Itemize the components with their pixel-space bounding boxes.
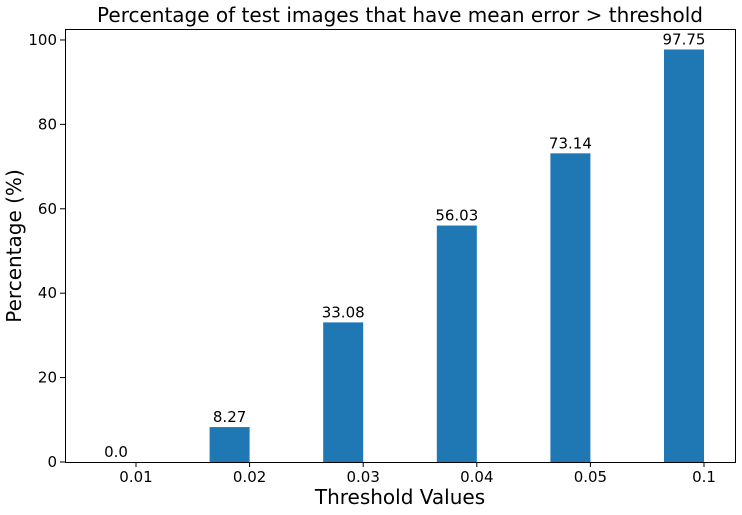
bar-0.05 — [550, 153, 591, 463]
plot-frame — [65, 29, 736, 463]
data-label-0.05: 73.14 — [549, 134, 592, 152]
data-label-0.03: 33.08 — [322, 303, 365, 321]
x-axis-label: Threshold Values — [314, 485, 485, 509]
bar-0.02 — [209, 427, 250, 462]
x-tick-label: 0.04 — [460, 468, 493, 486]
data-label-0.04: 56.03 — [435, 207, 478, 225]
bar-0.04 — [436, 225, 477, 462]
y-axis-ticks: 0 20 40 60 80 100 — [28, 31, 65, 471]
data-label-0.01: 0.0 — [104, 443, 128, 461]
x-tick-label: 0.01 — [119, 468, 152, 486]
bar-0.03 — [323, 322, 364, 462]
data-label-0.02: 8.27 — [213, 408, 246, 426]
x-axis-ticks: 0.01 0.02 0.03 0.04 0.05 0.1 — [119, 462, 716, 486]
x-tick-label: 0.03 — [346, 468, 379, 486]
x-tick-label: 0.05 — [574, 468, 607, 486]
y-tick-label: 100 — [28, 31, 57, 49]
y-tick-label: 20 — [38, 369, 57, 387]
bar-0.1 — [664, 49, 704, 462]
y-axis-label: Percentage (%) — [2, 169, 26, 322]
y-tick-label: 40 — [38, 284, 57, 302]
x-tick-label: 0.02 — [233, 468, 266, 486]
chart-title: Percentage of test images that have mean… — [97, 3, 703, 27]
data-labels-group: 0.0 8.27 33.08 56.03 73.14 97.75 — [104, 30, 705, 461]
y-tick-label: 60 — [38, 200, 57, 218]
bars-group — [209, 49, 704, 463]
x-tick-label: 0.1 — [692, 468, 716, 486]
y-tick-label: 0 — [47, 453, 57, 471]
y-tick-label: 80 — [38, 115, 57, 133]
data-label-0.1: 97.75 — [663, 30, 706, 48]
